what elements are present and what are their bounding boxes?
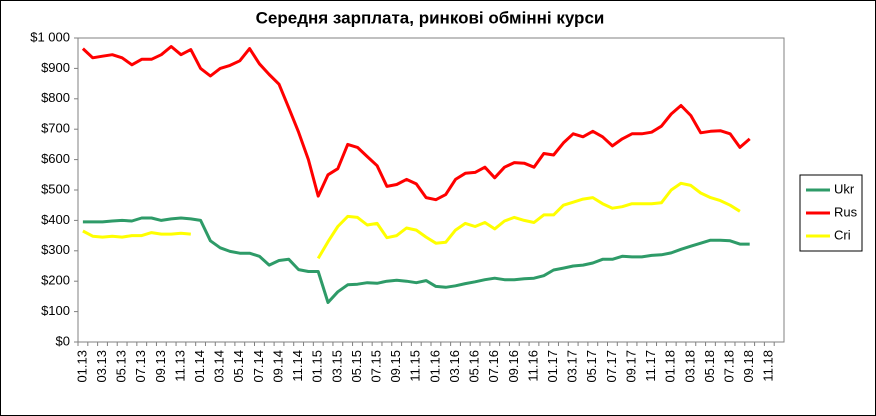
- y-tick-label: $800: [41, 90, 70, 105]
- y-tick-label: $1 000: [30, 29, 70, 44]
- y-tick-label: $300: [41, 242, 70, 257]
- x-tick-label: 09.15: [388, 350, 403, 383]
- x-tick-label: 03.15: [329, 350, 344, 383]
- x-tick-label: 09.13: [153, 350, 168, 383]
- x-tick-label: 05.18: [702, 350, 717, 383]
- x-tick-label: 03.17: [565, 350, 580, 383]
- x-tick-label: 05.13: [114, 350, 129, 383]
- x-tick-label: 11.17: [643, 350, 658, 382]
- x-tick-label: 05.14: [231, 350, 246, 383]
- x-tick-label: 05.16: [467, 350, 482, 383]
- x-tick-label: 01.15: [310, 350, 325, 383]
- x-tick-label: 09.16: [506, 350, 521, 383]
- x-tick-label: 11.15: [408, 350, 423, 382]
- x-tick-label: 05.15: [349, 350, 364, 383]
- legend-label: Ukr: [834, 181, 855, 196]
- legend-label: Cri: [834, 227, 851, 242]
- y-tick-label: $900: [41, 60, 70, 75]
- x-tick-label: 01.14: [192, 350, 207, 383]
- y-tick-label: $0: [56, 333, 70, 348]
- x-tick-label: 01.16: [427, 350, 442, 383]
- x-tick-label: 07.14: [251, 350, 266, 383]
- x-tick-label: 07.15: [369, 350, 384, 383]
- x-tick-label: 03.16: [447, 350, 462, 383]
- x-tick-label: 07.18: [722, 350, 737, 383]
- series-line: [82, 181, 741, 260]
- x-tick-label: 09.17: [623, 350, 638, 383]
- x-tick-label: 07.13: [133, 350, 148, 383]
- y-tick-label: $600: [41, 151, 70, 166]
- y-tick-label: $100: [41, 303, 70, 318]
- x-tick-label: 03.14: [212, 350, 227, 383]
- x-tick-label: 03.18: [682, 350, 697, 383]
- x-tick-label: 01.17: [545, 350, 560, 383]
- x-tick-label: 03.13: [94, 350, 109, 383]
- x-tick-label: 09.18: [741, 350, 756, 383]
- chart-title: Середня зарплата, ринкові обмінні курси: [256, 8, 605, 27]
- y-tick-label: $500: [41, 181, 70, 196]
- x-tick-label: 01.13: [74, 350, 89, 383]
- x-tick-label: 09.14: [270, 350, 285, 383]
- series-line: [81, 45, 751, 202]
- x-tick-label: 05.17: [584, 350, 599, 383]
- y-tick-label: $400: [41, 212, 70, 227]
- x-tick-label: 11.14: [290, 350, 305, 382]
- series-line: [82, 216, 750, 304]
- x-tick-label: 07.17: [604, 350, 619, 383]
- legend-label: Rus: [834, 204, 858, 219]
- x-tick-label: 07.16: [486, 350, 501, 383]
- x-tick-label: 11.13: [172, 350, 187, 382]
- y-tick-label: $700: [41, 121, 70, 136]
- x-tick-label: 11.16: [525, 350, 540, 382]
- y-tick-label: $200: [41, 273, 70, 288]
- x-tick-label: 11.18: [761, 350, 776, 382]
- x-tick-label: 01.18: [663, 350, 678, 383]
